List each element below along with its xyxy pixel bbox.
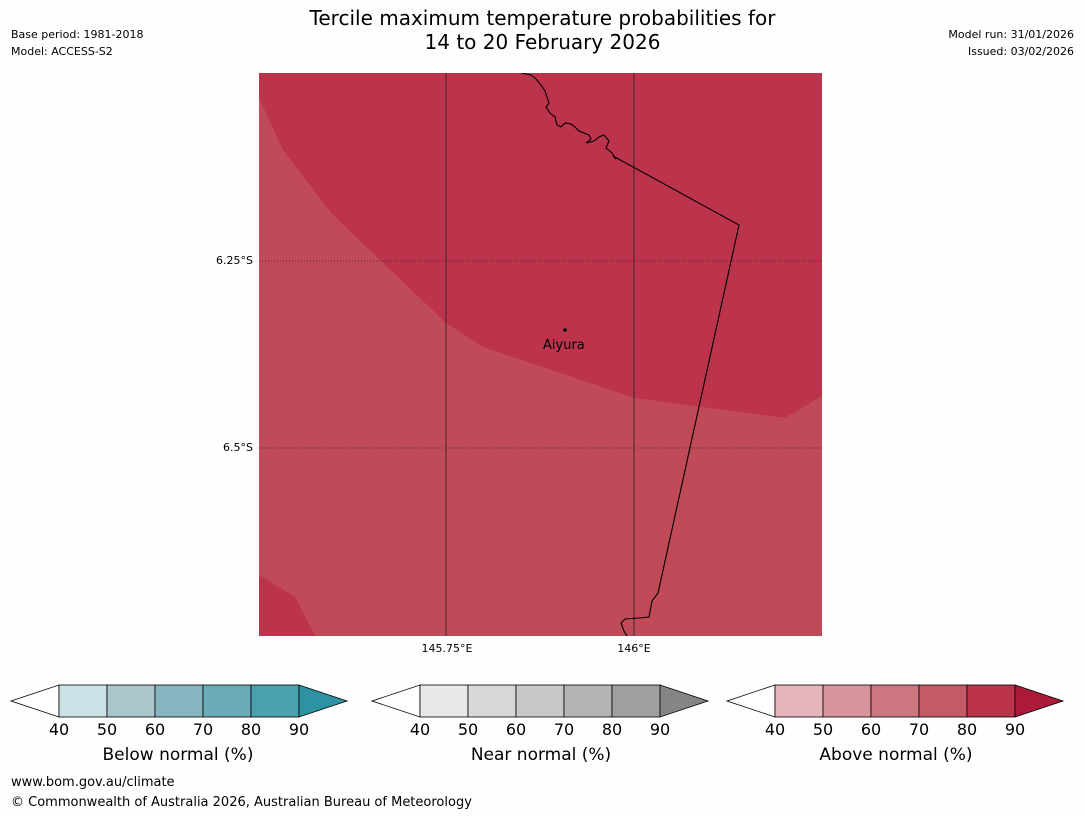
colorbar-above-normal bbox=[725, 684, 1066, 723]
colorbar-below-seg-70-80 bbox=[202, 684, 252, 718]
colorbar-below-seg-50-60 bbox=[106, 684, 156, 718]
below-tick-40: 40 bbox=[48, 720, 70, 739]
below-tick-50: 50 bbox=[96, 720, 118, 739]
colorbar-near-seg-40-50 bbox=[419, 684, 469, 718]
colorbar-near-seg-70-80 bbox=[563, 684, 613, 718]
issued-date: Issued: 03/02/2026 bbox=[967, 45, 1074, 58]
colorbar-above-max-extension bbox=[1014, 684, 1065, 718]
colorbar-below-graphic bbox=[9, 684, 349, 718]
colorbar-near-max-extension bbox=[659, 684, 710, 718]
base-period: Base period: 1981-2018 bbox=[11, 28, 144, 41]
colorbar-below-seg-80-90 bbox=[250, 684, 300, 718]
near-tick-70: 70 bbox=[553, 720, 575, 739]
near-tick-50: 50 bbox=[457, 720, 479, 739]
near-tick-80: 80 bbox=[601, 720, 623, 739]
below-tick-90: 90 bbox=[288, 720, 310, 739]
colorbar-below-min-extension bbox=[9, 684, 60, 718]
colorbar-near-seg-50-60 bbox=[467, 684, 517, 718]
above-tick-70: 70 bbox=[908, 720, 930, 739]
model-name: Model: ACCESS-S2 bbox=[11, 45, 113, 58]
probability-map bbox=[259, 73, 822, 636]
colorbar-above-min-extension bbox=[725, 684, 776, 718]
above-80-90-corner-zone bbox=[259, 575, 315, 636]
above-tick-60: 60 bbox=[860, 720, 882, 739]
near-tick-60: 60 bbox=[505, 720, 527, 739]
lon-label-145-75: 145.75°E bbox=[421, 642, 473, 655]
province-border bbox=[520, 73, 740, 636]
aiyura-marker bbox=[563, 328, 567, 332]
title-line-2: 14 to 20 February 2026 bbox=[424, 30, 661, 54]
metadata-right: Model run: 31/01/2026 Issued: 03/02/2026 bbox=[948, 26, 1074, 60]
model-run: Model run: 31/01/2026 bbox=[948, 28, 1074, 41]
above-tick-90: 90 bbox=[1004, 720, 1026, 739]
colorbar-above-graphic bbox=[725, 684, 1065, 718]
metadata-left: Base period: 1981-2018 Model: ACCESS-S2 bbox=[11, 26, 143, 60]
footer-url: www.bom.gov.au/climate bbox=[11, 775, 175, 790]
colorbar-below-normal bbox=[9, 684, 350, 723]
below-tick-70: 70 bbox=[192, 720, 214, 739]
footer-copyright: © Commonwealth of Australia 2026, Austra… bbox=[11, 795, 472, 810]
colorbar-near-normal bbox=[370, 684, 711, 723]
colorbar-below-seg-40-50 bbox=[58, 684, 108, 718]
above-tick-40: 40 bbox=[764, 720, 786, 739]
colorbar-below-max-extension bbox=[298, 684, 349, 718]
near-tick-40: 40 bbox=[409, 720, 431, 739]
lon-label-146: 146°E bbox=[617, 642, 651, 655]
map-canvas bbox=[259, 73, 822, 636]
colorbar-near-min-extension bbox=[370, 684, 421, 718]
colorbar-below-seg-60-70 bbox=[154, 684, 204, 718]
colorbar-near-seg-80-90 bbox=[611, 684, 661, 718]
colorbar-above-seg-80-90 bbox=[966, 684, 1016, 718]
colorbar-above-seg-50-60 bbox=[822, 684, 872, 718]
colorbar-above-seg-40-50 bbox=[774, 684, 824, 718]
above-80-90-zone bbox=[259, 73, 822, 418]
town-label: Aiyura bbox=[543, 338, 585, 353]
below-normal-label: Below normal (%) bbox=[102, 745, 254, 765]
lat-label-6-5: 6.5°S bbox=[223, 441, 253, 454]
near-tick-90: 90 bbox=[649, 720, 671, 739]
title-line-1: Tercile maximum temperature probabilitie… bbox=[309, 6, 776, 30]
above-tick-50: 50 bbox=[812, 720, 834, 739]
below-tick-80: 80 bbox=[240, 720, 262, 739]
chart-title: Tercile maximum temperature probabilitie… bbox=[0, 6, 1085, 54]
above-tick-80: 80 bbox=[956, 720, 978, 739]
colorbar-near-graphic bbox=[370, 684, 710, 718]
colorbar-near-seg-60-70 bbox=[515, 684, 565, 718]
colorbar-above-seg-60-70 bbox=[870, 684, 920, 718]
below-tick-60: 60 bbox=[144, 720, 166, 739]
colorbar-above-seg-70-80 bbox=[918, 684, 968, 718]
above-normal-label: Above normal (%) bbox=[819, 745, 973, 765]
near-normal-label: Near normal (%) bbox=[470, 745, 612, 765]
lat-label-6-25: 6.25°S bbox=[216, 254, 253, 267]
